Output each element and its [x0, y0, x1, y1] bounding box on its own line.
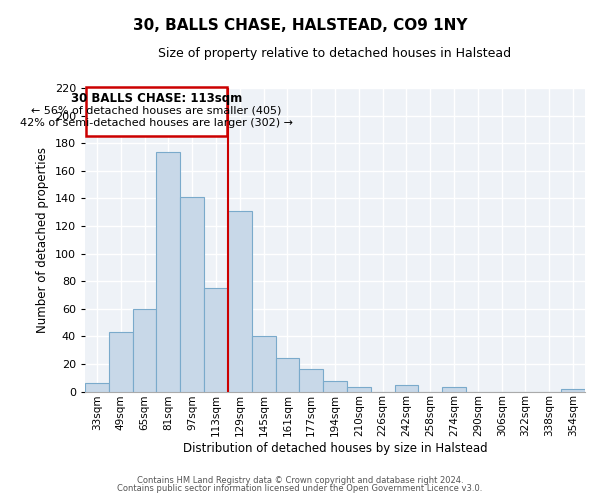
Bar [133, 309, 157, 392]
Bar [109, 332, 133, 392]
FancyBboxPatch shape [86, 86, 227, 136]
Bar [395, 384, 418, 392]
Text: ← 56% of detached houses are smaller (405): ← 56% of detached houses are smaller (40… [31, 106, 281, 116]
Bar [275, 358, 299, 392]
Text: Contains public sector information licensed under the Open Government Licence v3: Contains public sector information licen… [118, 484, 482, 493]
Bar [442, 388, 466, 392]
Text: Contains HM Land Registry data © Crown copyright and database right 2024.: Contains HM Land Registry data © Crown c… [137, 476, 463, 485]
Bar [180, 197, 204, 392]
Bar [323, 380, 347, 392]
Y-axis label: Number of detached properties: Number of detached properties [36, 147, 49, 333]
Bar [157, 152, 180, 392]
Bar [252, 336, 275, 392]
Text: 30, BALLS CHASE, HALSTEAD, CO9 1NY: 30, BALLS CHASE, HALSTEAD, CO9 1NY [133, 18, 467, 32]
Bar [85, 384, 109, 392]
Bar [228, 211, 252, 392]
Bar [204, 288, 228, 392]
X-axis label: Distribution of detached houses by size in Halstead: Distribution of detached houses by size … [183, 442, 487, 455]
Text: 30 BALLS CHASE: 113sqm: 30 BALLS CHASE: 113sqm [71, 92, 242, 105]
Bar [561, 389, 585, 392]
Bar [347, 388, 371, 392]
Title: Size of property relative to detached houses in Halstead: Size of property relative to detached ho… [158, 48, 512, 60]
Text: 42% of semi-detached houses are larger (302) →: 42% of semi-detached houses are larger (… [20, 118, 293, 128]
Bar [299, 370, 323, 392]
